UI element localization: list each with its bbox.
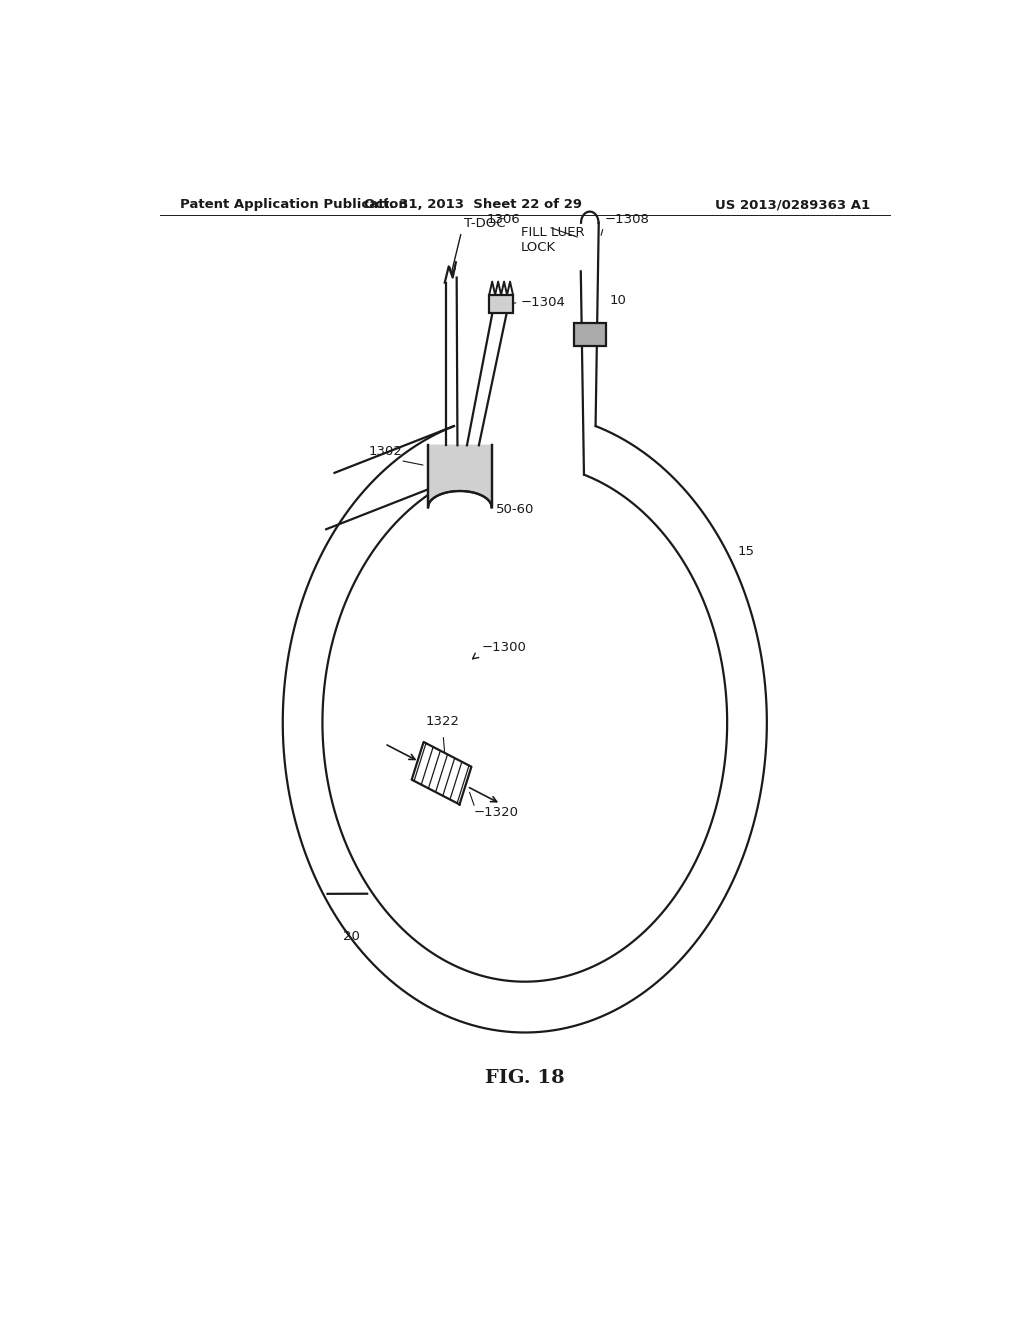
Text: 20: 20 bbox=[343, 929, 360, 942]
Text: −1320: −1320 bbox=[473, 807, 518, 820]
Text: 1322: 1322 bbox=[426, 714, 460, 727]
FancyBboxPatch shape bbox=[489, 294, 513, 313]
Text: Oct. 31, 2013  Sheet 22 of 29: Oct. 31, 2013 Sheet 22 of 29 bbox=[365, 198, 583, 211]
Polygon shape bbox=[412, 742, 471, 804]
Text: 10: 10 bbox=[610, 294, 627, 308]
Text: 1302: 1302 bbox=[369, 445, 402, 458]
Text: 50-60: 50-60 bbox=[497, 503, 535, 516]
Text: FIG. 18: FIG. 18 bbox=[485, 1069, 564, 1088]
Text: FILL LUER
LOCK: FILL LUER LOCK bbox=[521, 226, 585, 255]
Text: 15: 15 bbox=[737, 545, 755, 558]
Text: Patent Application Publication: Patent Application Publication bbox=[179, 198, 408, 211]
Text: US 2013/0289363 A1: US 2013/0289363 A1 bbox=[715, 198, 870, 211]
Text: T-DOC: T-DOC bbox=[464, 216, 505, 230]
Text: −1304: −1304 bbox=[521, 297, 566, 309]
FancyBboxPatch shape bbox=[573, 323, 605, 346]
Text: −1300: −1300 bbox=[481, 642, 526, 655]
Text: 1306: 1306 bbox=[486, 213, 520, 226]
Text: −1308: −1308 bbox=[605, 213, 650, 226]
Polygon shape bbox=[428, 445, 492, 507]
